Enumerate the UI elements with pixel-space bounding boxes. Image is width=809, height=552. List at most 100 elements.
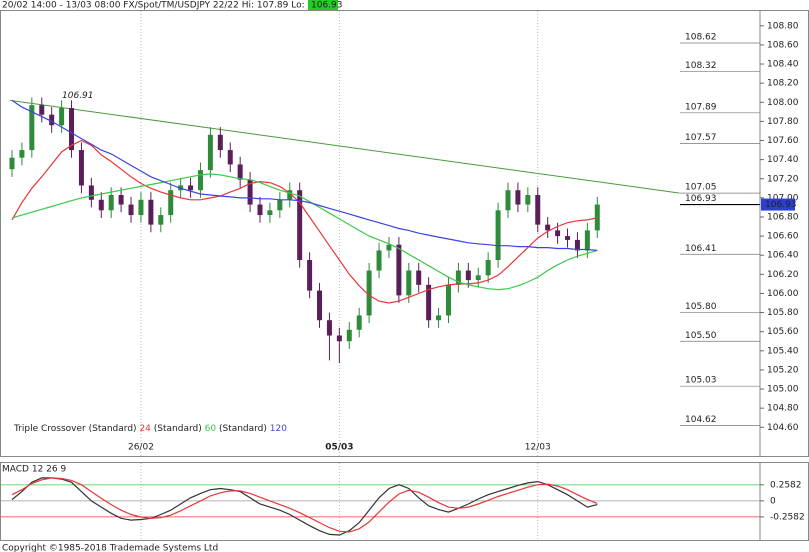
level-label: 107.05	[685, 183, 717, 193]
y-tick-label: 105.20	[767, 365, 799, 375]
y-tick-label: 105.00	[767, 385, 799, 395]
y-tick-label: 106.20	[767, 270, 799, 280]
candle-body	[188, 185, 194, 191]
candle-body	[317, 290, 323, 321]
candle-body	[426, 284, 432, 321]
level-label: 108.62	[685, 33, 717, 43]
candle-body	[197, 170, 203, 191]
candle-body	[416, 270, 422, 285]
candle-body	[485, 260, 491, 276]
candle-body	[78, 150, 84, 186]
y-tick-label: 107.60	[767, 136, 799, 146]
x-tick-label: 12/03	[525, 443, 551, 453]
candle-body	[386, 244, 392, 251]
candle-body	[39, 105, 45, 115]
candle-body	[108, 195, 114, 211]
legend: Triple Crossover (Standard) 24 (Standard…	[13, 424, 287, 434]
candle-body	[475, 275, 481, 281]
candle-body	[326, 320, 332, 336]
last-price-box	[761, 198, 795, 211]
candle-body	[247, 179, 253, 205]
series-line	[11, 477, 598, 533]
y-tick-label: 107.40	[767, 155, 799, 165]
candle-body	[545, 224, 551, 231]
candle-body	[366, 270, 372, 316]
y-tick-label: 108.00	[767, 98, 799, 108]
trendline-label: 106.91	[62, 91, 94, 101]
candle-body	[227, 150, 233, 165]
candle-body	[257, 204, 263, 216]
y-tick-label: 104.80	[767, 404, 799, 414]
level-label: 106.41	[685, 244, 717, 254]
footer: Copyright ©1985-2018 Trademade Systems L…	[2, 544, 218, 552]
x-tick-label: 26/02	[128, 443, 154, 453]
candle-body	[69, 108, 75, 151]
y-tick-label: 107.00	[767, 193, 799, 203]
candle-body	[346, 329, 352, 342]
candle-body	[168, 190, 174, 216]
candle-body	[9, 157, 15, 170]
y-tick-label: 105.60	[767, 327, 799, 337]
candle-body	[158, 215, 164, 225]
candle-body	[88, 185, 94, 200]
y-tick-label: 107.80	[767, 117, 799, 127]
series-line	[11, 99, 598, 251]
candle-body	[525, 195, 531, 205]
candle-body	[436, 315, 442, 321]
candle-body	[138, 199, 144, 216]
y-tick-label: 108.80	[767, 21, 799, 31]
candle-body	[307, 260, 313, 291]
trendline	[9, 99, 680, 194]
candle-body	[49, 114, 55, 126]
level-label: 105.80	[685, 302, 717, 312]
candle-body	[565, 236, 571, 240]
y-tick-label: 105.80	[767, 308, 799, 318]
y-tick-label: 106.00	[767, 289, 799, 299]
level-label: 105.03	[685, 376, 717, 386]
y-tick-label: 104.60	[767, 423, 799, 433]
last-price-text: 106.93	[685, 194, 717, 204]
candle-body	[495, 210, 501, 260]
candle-body	[535, 195, 541, 225]
level-label: 107.57	[685, 133, 717, 143]
y-tick-label: 0.2582	[770, 480, 802, 490]
candle-body	[594, 204, 600, 231]
candle-body	[356, 315, 362, 330]
header-last-box	[308, 0, 338, 10]
candle-body	[237, 164, 243, 180]
candle-body	[267, 210, 273, 216]
y-tick-label: 106.60	[767, 232, 799, 242]
candle-body	[555, 230, 561, 237]
level-label: 108.32	[685, 61, 717, 71]
candle-body	[376, 250, 382, 271]
legend-entry: 24	[139, 424, 151, 434]
candle-body	[118, 195, 124, 205]
candle-body	[98, 199, 104, 211]
candle-body	[396, 244, 402, 296]
y-tick-label: 108.60	[767, 40, 799, 50]
candle-body	[455, 270, 461, 285]
legend-prefix: (Standard)	[219, 424, 267, 434]
y-tick-label: 107.20	[767, 174, 799, 184]
last-price-label: 106.93	[765, 200, 797, 210]
candle-body	[465, 270, 471, 281]
legend-prefix: (Standard)	[154, 424, 202, 434]
candle-body	[297, 190, 303, 260]
y-tick-label: 0	[770, 496, 776, 506]
candle-body	[19, 150, 25, 158]
legend-label: Triple Crossover (Standard)	[13, 424, 137, 434]
macd-title: MACD 12 26 9	[2, 465, 66, 475]
candle-body	[445, 284, 451, 316]
header-last: 106.93	[311, 1, 343, 11]
y-tick-label: 108.20	[767, 79, 799, 89]
legend-entry: 120	[270, 424, 287, 434]
candle-body	[336, 335, 342, 342]
x-tick-label: 05/03	[325, 443, 353, 453]
candle-body	[515, 190, 521, 205]
level-label: 104.62	[685, 415, 717, 425]
y-tick-label: 106.40	[767, 251, 799, 261]
candle-body	[406, 270, 412, 296]
y-tick-label: -0.2582	[770, 512, 805, 522]
